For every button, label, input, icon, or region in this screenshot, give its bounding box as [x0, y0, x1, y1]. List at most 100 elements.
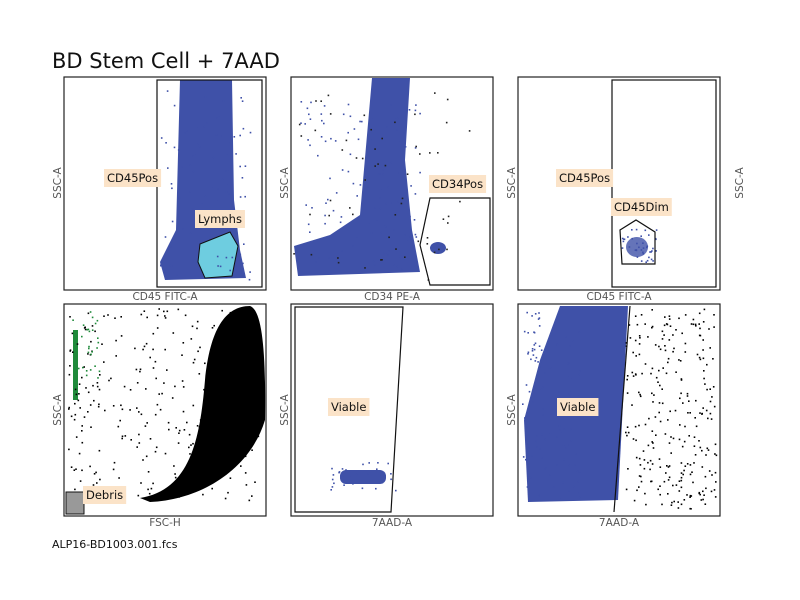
event-dot	[631, 404, 633, 406]
event-dot	[381, 259, 383, 261]
event-dot	[329, 113, 332, 115]
event-dot	[74, 413, 77, 416]
event-dot	[640, 475, 642, 478]
event-dot	[655, 229, 658, 231]
event-dot	[527, 353, 529, 355]
event-dot	[144, 425, 147, 427]
event-dot	[390, 121, 392, 124]
event-dot	[221, 135, 224, 137]
event-dot	[95, 471, 97, 474]
event-dot	[689, 496, 691, 498]
event-dot	[651, 250, 653, 252]
event-dot	[522, 456, 525, 458]
event-dot	[668, 476, 671, 479]
event-dot	[664, 345, 666, 347]
event-dot	[715, 454, 718, 457]
event-dot	[373, 264, 376, 266]
event-dot	[530, 358, 532, 361]
event-dot	[77, 399, 80, 402]
event-dot	[548, 367, 551, 369]
event-dot	[629, 337, 632, 339]
event-dot	[342, 474, 344, 477]
event-dot	[556, 464, 558, 466]
event-dot	[69, 316, 71, 318]
event-dot	[678, 317, 680, 320]
event-dot	[680, 476, 683, 479]
event-dot	[381, 481, 384, 484]
event-dot	[248, 278, 251, 281]
event-dot	[98, 403, 100, 406]
event-dot	[118, 477, 120, 479]
event-dot	[309, 213, 311, 216]
event-dot	[240, 332, 242, 335]
event-dot	[340, 216, 343, 218]
event-dot	[372, 260, 375, 263]
event-dot	[661, 402, 664, 405]
event-dot	[640, 314, 643, 316]
y-axis-label: SSC-A	[506, 393, 518, 425]
event-dot	[627, 431, 630, 434]
event-dot	[192, 361, 195, 364]
event-dot	[96, 382, 99, 384]
event-dot	[332, 474, 335, 476]
event-dot	[236, 392, 239, 395]
event-dot	[87, 312, 90, 315]
event-dot	[186, 421, 188, 424]
event-dot	[349, 115, 352, 118]
event-dot	[170, 183, 173, 185]
event-dot	[661, 388, 663, 390]
cloud	[340, 470, 386, 484]
event-dot	[228, 169, 231, 172]
event-dot	[311, 207, 313, 209]
event-dot	[669, 410, 671, 413]
event-dot	[227, 491, 229, 494]
event-dot	[714, 496, 717, 498]
event-dot	[563, 428, 566, 430]
gate	[419, 197, 491, 286]
event-dot	[190, 444, 192, 446]
event-dot	[386, 126, 388, 128]
event-dot	[670, 504, 673, 506]
event-dot	[527, 351, 530, 354]
event-dot	[533, 344, 536, 346]
event-dot	[412, 247, 415, 250]
event-dot	[307, 223, 310, 226]
event-dot	[702, 498, 704, 501]
event-dot	[74, 388, 77, 391]
event-dot	[78, 393, 80, 395]
event-dot	[686, 463, 689, 465]
event-dot	[244, 354, 246, 357]
event-dot	[87, 391, 90, 394]
event-dot	[247, 312, 250, 314]
event-dot	[698, 334, 701, 337]
event-dot	[390, 161, 393, 164]
event-dot	[239, 165, 241, 168]
event-dot	[182, 386, 185, 388]
event-dot	[124, 435, 127, 437]
x-axis-label: 7AAD-A	[599, 517, 640, 529]
page-title: BD Stem Cell + 7AAD	[52, 49, 280, 73]
event-dot	[565, 446, 567, 449]
event-dot	[231, 375, 233, 378]
event-dot	[638, 457, 641, 460]
event-dot	[680, 486, 683, 489]
event-dot	[330, 137, 332, 140]
event-dot	[321, 119, 323, 122]
event-dot	[404, 146, 407, 148]
event-dot	[99, 374, 101, 376]
event-dot	[370, 232, 373, 234]
cloud	[294, 78, 420, 276]
event-dot	[539, 361, 542, 364]
event-dot	[138, 411, 140, 413]
event-dot	[173, 465, 175, 467]
event-dot	[541, 433, 543, 436]
event-dot	[81, 335, 83, 338]
event-dot	[415, 104, 417, 106]
event-dot	[140, 413, 143, 416]
event-dot	[217, 437, 219, 440]
event-dot	[387, 250, 390, 252]
event-dot	[364, 267, 366, 269]
event-dot	[558, 429, 561, 431]
event-dot	[178, 197, 181, 199]
x-axis-label: CD45 FITC-A	[132, 291, 198, 303]
